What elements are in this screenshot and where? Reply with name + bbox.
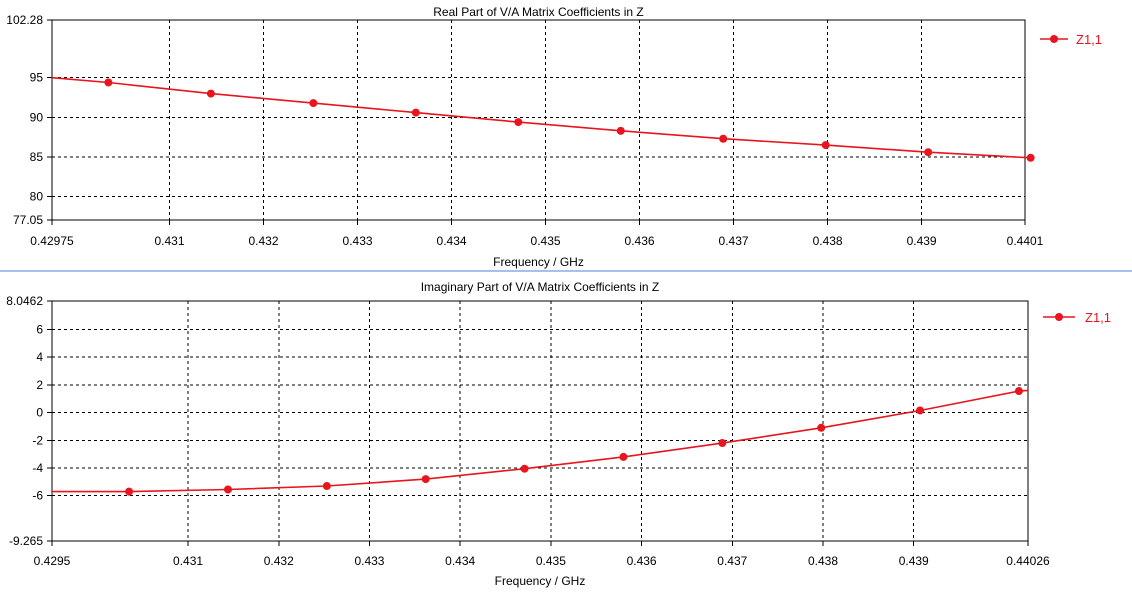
data-point — [619, 452, 628, 461]
x-tick-label: 0.433 — [343, 234, 373, 248]
data-point — [817, 423, 826, 432]
x-tick-label: 0.4295 — [34, 554, 71, 568]
y-tick-label: -9.265 — [9, 534, 43, 548]
legend-marker — [1050, 35, 1058, 43]
y-tick-label: 4 — [36, 350, 43, 364]
x-tick-label: 0.437 — [719, 234, 749, 248]
data-point — [322, 482, 331, 491]
legend[interactable]: Z1,1 — [1043, 310, 1111, 325]
y-tick-label: 77.05 — [13, 213, 43, 227]
x-tick-label: 0.432 — [264, 554, 294, 568]
chart-2: 0.4295 0.431 0.432 0.433 0.434 0.435 0.436 0.43… — [6, 280, 1111, 588]
x-axis-label: Frequency / GHz — [493, 255, 584, 269]
chart-title: Real Part of V/A Matrix Coefficients in … — [433, 5, 644, 19]
series-line — [52, 389, 1029, 493]
x-tick-label: 0.438 — [808, 554, 838, 568]
x-tick-label: 0.437 — [717, 554, 747, 568]
y-tick-label: 80 — [30, 190, 44, 204]
panel-divider[interactable] — [0, 270, 1132, 272]
y-tick-label: 102.28 — [6, 13, 43, 27]
x-tick-label: 0.433 — [354, 554, 384, 568]
x-tick-label: 0.439 — [899, 554, 929, 568]
data-point — [616, 126, 625, 135]
x-tick-label: 0.435 — [536, 554, 566, 568]
x-tick-label: 0.431 — [154, 234, 184, 248]
data-point — [1026, 153, 1035, 162]
x-tick-label: 0.436 — [625, 234, 655, 248]
chart-title: Imaginary Part of V/A Matrix Coefficient… — [421, 280, 660, 294]
y-tick-label: 95 — [30, 71, 44, 85]
data-point — [206, 89, 215, 98]
x-tick-label: 0.436 — [627, 554, 657, 568]
y-tick-label: 0 — [36, 406, 43, 420]
data-point — [411, 108, 420, 117]
legend-label: Z1,1 — [1085, 310, 1111, 325]
y-tick-label: 2 — [36, 378, 43, 392]
y-tick-label: 85 — [30, 150, 44, 164]
x-tick-label: 0.438 — [813, 234, 843, 248]
x-tick-label: 0.434 — [445, 554, 475, 568]
y-tick-label: -2 — [32, 433, 43, 447]
data-point — [125, 487, 134, 496]
legend-marker — [1055, 313, 1063, 321]
data-point — [821, 141, 830, 150]
data-point — [719, 134, 728, 143]
data-point — [104, 78, 113, 87]
y-tick-label: 6 — [36, 322, 43, 336]
x-axis-label: Frequency / GHz — [495, 574, 586, 588]
x-tick-label: 0.435 — [531, 234, 561, 248]
data-point — [916, 406, 925, 415]
plot-frame — [51, 19, 1026, 221]
data-point — [718, 439, 727, 448]
legend-label: Z1,1 — [1076, 32, 1102, 47]
x-tick-label: 0.42975 — [30, 234, 74, 248]
x-tick-label: 0.431 — [173, 554, 203, 568]
x-tick-label: 0.439 — [907, 234, 937, 248]
data-point — [1014, 387, 1023, 396]
data-point — [223, 485, 232, 494]
x-tick-label: 0.432 — [249, 234, 279, 248]
x-tick-label: 0.4401 — [1007, 234, 1044, 248]
legend[interactable]: Z1,1 — [1040, 32, 1102, 47]
chart-1: 0.42975 0.431 0.432 0.433 0.434 0.435 0.436 0.4… — [6, 5, 1102, 269]
data-point — [421, 475, 430, 484]
data-point — [309, 99, 318, 108]
plot-frame — [51, 300, 1029, 542]
y-tick-label: -4 — [32, 461, 43, 475]
y-tick-label: 8.0462 — [6, 294, 43, 308]
x-tick-label: 0.434 — [437, 234, 467, 248]
y-tick-label: 90 — [30, 110, 44, 124]
data-point — [520, 464, 529, 473]
data-point — [924, 148, 933, 157]
x-tick-label: 0.44026 — [1006, 554, 1050, 568]
data-point — [514, 118, 523, 127]
y-tick-label: -6 — [32, 489, 43, 503]
